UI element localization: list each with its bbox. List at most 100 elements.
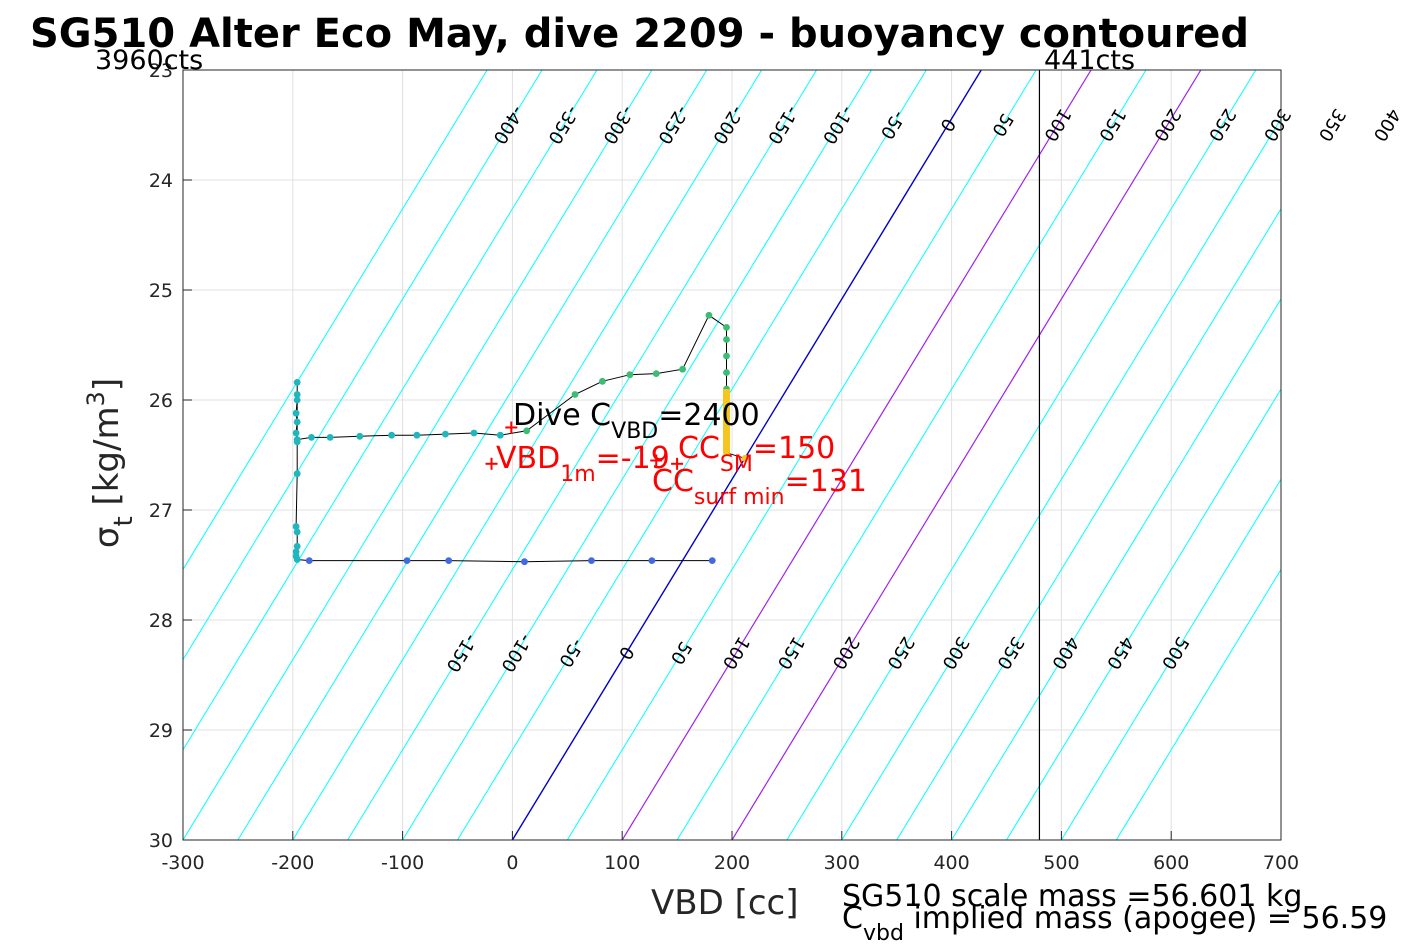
data-point-26 [413,431,421,439]
svg-text:σt [kg/m3]: σt [kg/m3] [82,378,139,548]
contour-line--200 [292,70,763,840]
data-point-9 [292,548,300,556]
data-point-24 [356,432,364,440]
dive-trace [292,311,749,566]
data-point-21 [293,436,301,443]
contour-label-top-350: 350 [1314,105,1350,145]
x-tick-label-6: 300 [824,852,860,874]
data-point-12 [292,523,300,530]
x-tick-label-1: -200 [271,852,314,874]
data-point-11 [293,528,301,536]
y-label-main: σ [87,527,127,549]
contour-line--250 [237,70,708,840]
contour-lines [183,70,1281,840]
chart-title: SG510 Alter Eco May, dive 2209 - buoyanc… [30,11,1249,57]
data-point-4 [445,557,453,564]
y-label-sub: t [109,516,139,526]
data-point-37 [723,324,730,331]
data-point-30 [523,427,531,435]
data-point-35 [679,365,686,373]
data-point-10 [293,542,301,550]
contour-line-250 [786,70,1257,840]
x-tick-label-3: 0 [506,852,518,874]
data-point-23 [326,434,334,441]
data-point-25 [388,431,396,439]
y-tick-label-2: 25 [149,280,173,302]
scale-mass-text: SG510 scale mass =56.601 kg [842,879,1302,914]
contour-line-450 [1006,388,1281,840]
data-point-27 [442,430,449,438]
x-tick-label-5: 200 [714,852,750,874]
contour-line--150 [347,70,817,840]
data-point-46 [741,454,749,462]
data-point-1 [648,557,656,564]
data-point-28 [470,429,478,437]
y-tick-label-5: 28 [149,610,173,632]
data-point-15 [292,429,300,437]
data-point-32 [599,377,606,385]
contour-line--100 [402,70,872,840]
contour-line--300 [183,70,653,840]
implied-mass-text: Cvbd implied mass (apogee) = 56.59 [842,901,1387,945]
contour-line--400 [183,70,543,661]
data-point-13 [293,470,301,478]
y-axis-label: σt [kg/m3] [82,378,139,548]
y-tick-label-7: 30 [149,830,173,852]
contour-line--450 [183,70,488,571]
vbd-max-counts-label: 441cts [1044,45,1135,76]
data-point-6 [305,557,313,564]
data-point-39 [723,352,730,360]
y-tick-label-3: 26 [149,390,173,412]
estimate-marker-0 [505,421,518,434]
estimate-marker-3 [650,454,663,467]
data-point-16 [293,418,301,426]
estimate-marker-1 [485,457,498,470]
x-tick-label-2: -100 [381,852,424,874]
dive-cvbd-annotation: Dive CVBD=2400 [513,398,760,444]
estimate-markers [485,421,684,470]
contour-line-50 [566,70,1037,840]
y-tick-label-1: 24 [149,170,173,192]
y-label-close: ] [87,378,127,391]
contour-line-300 [841,117,1281,840]
x-tick-label-8: 500 [1043,852,1079,874]
contour-line-500 [1060,478,1281,840]
data-point-31 [571,391,579,398]
y-tick-label-4: 27 [149,500,173,522]
data-point-36 [705,311,713,319]
contour-line-200 [731,70,1202,840]
contour-line-350 [896,207,1281,840]
data-point-38 [723,336,730,343]
x-axis-label: VBD [cc] [651,883,799,923]
data-point-19 [293,391,301,398]
y-label-unit: [kg/m [87,406,127,516]
x-tick-label-10: 700 [1263,852,1299,874]
contour-line-100 [621,70,1092,840]
data-point-2 [588,557,595,564]
x-tick-label-9: 600 [1153,852,1189,874]
data-point-40 [723,369,730,376]
y-label-sup: 3 [82,391,110,406]
contour-label-top-400: 400 [1369,105,1405,145]
cc-sm-annotation: CCSM=150 [678,431,835,477]
contour-line-550 [1115,568,1281,840]
x-tick-label-7: 400 [933,852,969,874]
contour-line-0 [511,70,982,840]
vbd-min-counts-label: 3960cts [95,45,203,76]
data-point-3 [521,558,528,566]
vbd-1m-annotation: VBD1m=-19 [496,441,670,487]
data-point-18 [293,396,301,404]
contour-line--50 [457,70,927,840]
axis-ticks: -300 -200 -100 0 100 200 300 400 500 600 700 23 24 25… [149,60,1299,874]
y-tick-label-0: 23 [149,60,173,82]
y-tick-label-6: 29 [149,720,173,742]
contour-line-150 [676,70,1147,840]
data-point-5 [403,557,411,564]
x-tick-label-4: 100 [604,852,640,874]
contour-line-400 [951,298,1281,840]
data-point-17 [292,409,300,417]
x-tick-label-0: -300 [161,852,204,874]
data-point-20 [293,379,301,386]
data-point-29 [496,431,504,439]
